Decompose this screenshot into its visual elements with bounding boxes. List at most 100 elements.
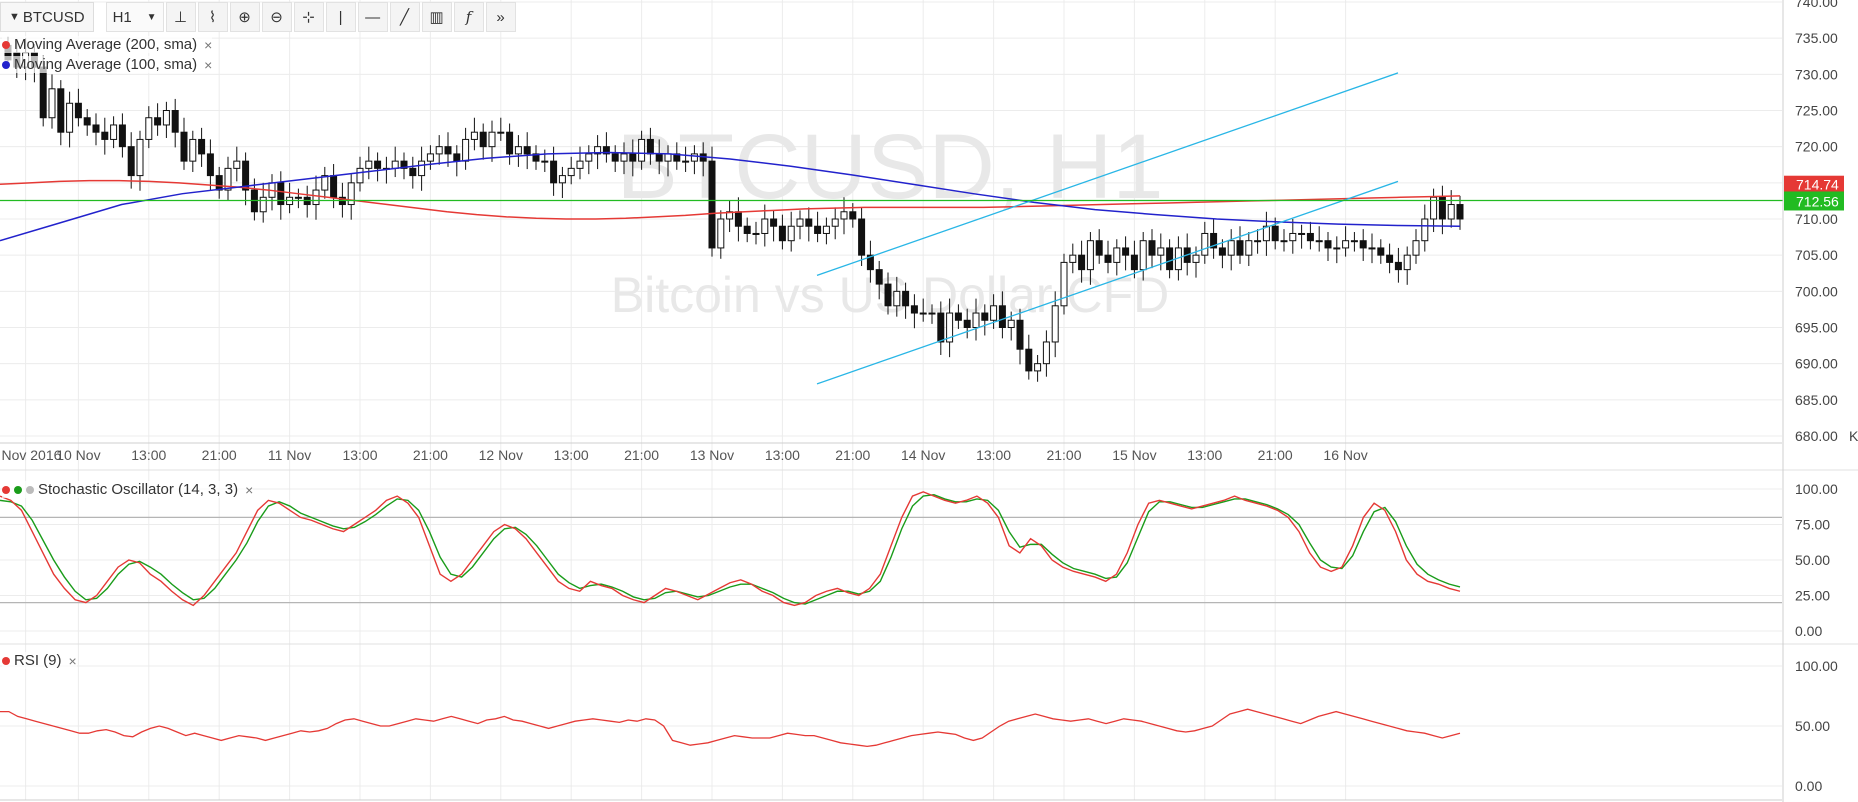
- candle-body: [171, 110, 179, 133]
- symbol-selector[interactable]: ▼ BTCUSD: [0, 2, 94, 32]
- ma100-label: Moving Average (100, sma): [14, 56, 198, 73]
- candle-body: [330, 175, 338, 198]
- time-tick-label: 13:00: [342, 447, 377, 463]
- stoch-level-dot-icon: [26, 485, 34, 494]
- rsi-tick-label: 50.00: [1795, 718, 1830, 734]
- candle-body: [594, 146, 602, 155]
- candle-body: [734, 211, 742, 227]
- more-button[interactable]: »: [485, 2, 516, 32]
- candle-body: [743, 225, 751, 234]
- candle-body: [664, 153, 672, 162]
- candle-body: [242, 160, 250, 191]
- interval-label: H1: [112, 8, 132, 26]
- zoom-out-button[interactable]: ⊖: [261, 2, 292, 32]
- stochastic-panel[interactable]: [0, 491, 1782, 607]
- candle-body: [400, 160, 408, 169]
- candle-body: [1342, 240, 1350, 249]
- candle-body: [365, 160, 373, 169]
- candle-body: [1095, 240, 1103, 256]
- price-panel[interactable]: [0, 36, 1783, 385]
- candle-body: [655, 153, 663, 162]
- candle-body: [470, 131, 478, 140]
- function-button[interactable]: f: [453, 2, 484, 32]
- price-tick-label: 690.00: [1795, 356, 1838, 372]
- candle-body: [1421, 218, 1429, 242]
- price-tick-label: 725.00: [1795, 103, 1838, 119]
- channel-upper-line: [816, 72, 1399, 277]
- candle-body: [1386, 254, 1394, 263]
- crosshair-button[interactable]: ⊹: [293, 2, 324, 32]
- stoch-tick-label: 50.00: [1795, 552, 1830, 568]
- candle-body: [1227, 240, 1235, 256]
- candle-body: [919, 312, 927, 315]
- candle-body: [1051, 305, 1059, 343]
- candle-body: [347, 182, 355, 206]
- legend-rsi[interactable]: RSI (9) ×: [2, 652, 77, 669]
- more-icon: »: [496, 8, 505, 26]
- candle-body: [1262, 225, 1270, 242]
- fib-button[interactable]: ▥: [421, 2, 452, 32]
- candle-body: [866, 254, 874, 271]
- candle-body: [259, 196, 267, 213]
- candle-body: [479, 131, 487, 148]
- time-tick-label: 16 Nov: [1323, 447, 1367, 463]
- price-tick-label: 710.00: [1795, 211, 1838, 227]
- candle-body: [1236, 240, 1244, 256]
- trend-line-icon: ╱: [400, 9, 410, 26]
- candle-body: [902, 290, 910, 307]
- watermark-title: BTCUSD, H1: [617, 116, 1164, 218]
- candle-body: [770, 218, 778, 227]
- close-icon[interactable]: ×: [68, 652, 77, 669]
- vertical-line-button[interactable]: |: [325, 2, 356, 32]
- candle-body: [312, 189, 320, 206]
- horizontal-line-button[interactable]: —: [357, 2, 388, 32]
- zoom-in-button[interactable]: ⊕: [229, 2, 260, 32]
- candle-body: [321, 175, 329, 191]
- candle-body: [893, 290, 901, 307]
- close-icon[interactable]: ×: [204, 36, 213, 53]
- stoch-tick-label: 100.00: [1795, 481, 1838, 497]
- time-tick-label: 21:00: [413, 447, 448, 463]
- candle-body: [831, 218, 839, 227]
- candle-body: [875, 269, 883, 285]
- candle-body: [814, 225, 822, 234]
- candle-body: [118, 124, 126, 148]
- close-icon[interactable]: ×: [204, 56, 213, 73]
- legend-ma100[interactable]: Moving Average (100, sma) ×: [2, 56, 213, 73]
- interval-selector[interactable]: H1 ▼: [105, 2, 164, 32]
- candle-body: [963, 319, 971, 328]
- candle-body: [488, 131, 496, 148]
- candle-body: [1245, 240, 1253, 256]
- candle-body: [1060, 261, 1068, 307]
- time-tick-label: 12 Nov: [479, 447, 523, 463]
- candle-body: [418, 160, 426, 177]
- candle-body: [1447, 204, 1455, 220]
- legend-stochastic[interactable]: Stochastic Oscillator (14, 3, 3) ×: [2, 481, 254, 498]
- candle-body: [796, 218, 804, 227]
- candle-body: [1350, 240, 1358, 243]
- candle-body: [849, 211, 857, 220]
- candle-body: [1456, 204, 1464, 220]
- candle-body: [1130, 254, 1138, 271]
- legend-ma200[interactable]: Moving Average (200, sma) ×: [2, 36, 213, 53]
- ma100-line: [0, 151, 1461, 242]
- candle-body: [1324, 240, 1332, 249]
- candle-body: [602, 146, 610, 155]
- zoom-in-icon: ⊕: [238, 9, 251, 26]
- indicators-button[interactable]: ⌇: [197, 2, 228, 32]
- zoom-out-icon: ⊖: [270, 9, 283, 26]
- price-tick-label: 680.00: [1795, 428, 1838, 444]
- candle-body: [954, 312, 962, 321]
- bar-type-button[interactable]: ⊥: [165, 2, 196, 32]
- symbol-label: BTCUSD: [22, 8, 85, 26]
- time-tick-label: 13:00: [554, 447, 589, 463]
- trend-line-button[interactable]: ╱: [389, 2, 420, 32]
- rsi-panel[interactable]: [0, 708, 1461, 748]
- candle-body: [497, 131, 505, 134]
- candle-body: [1016, 319, 1024, 350]
- close-icon[interactable]: ×: [245, 481, 254, 498]
- candle-body: [1139, 240, 1147, 271]
- time-tick-label: 13:00: [976, 447, 1011, 463]
- candle-body: [1086, 240, 1094, 271]
